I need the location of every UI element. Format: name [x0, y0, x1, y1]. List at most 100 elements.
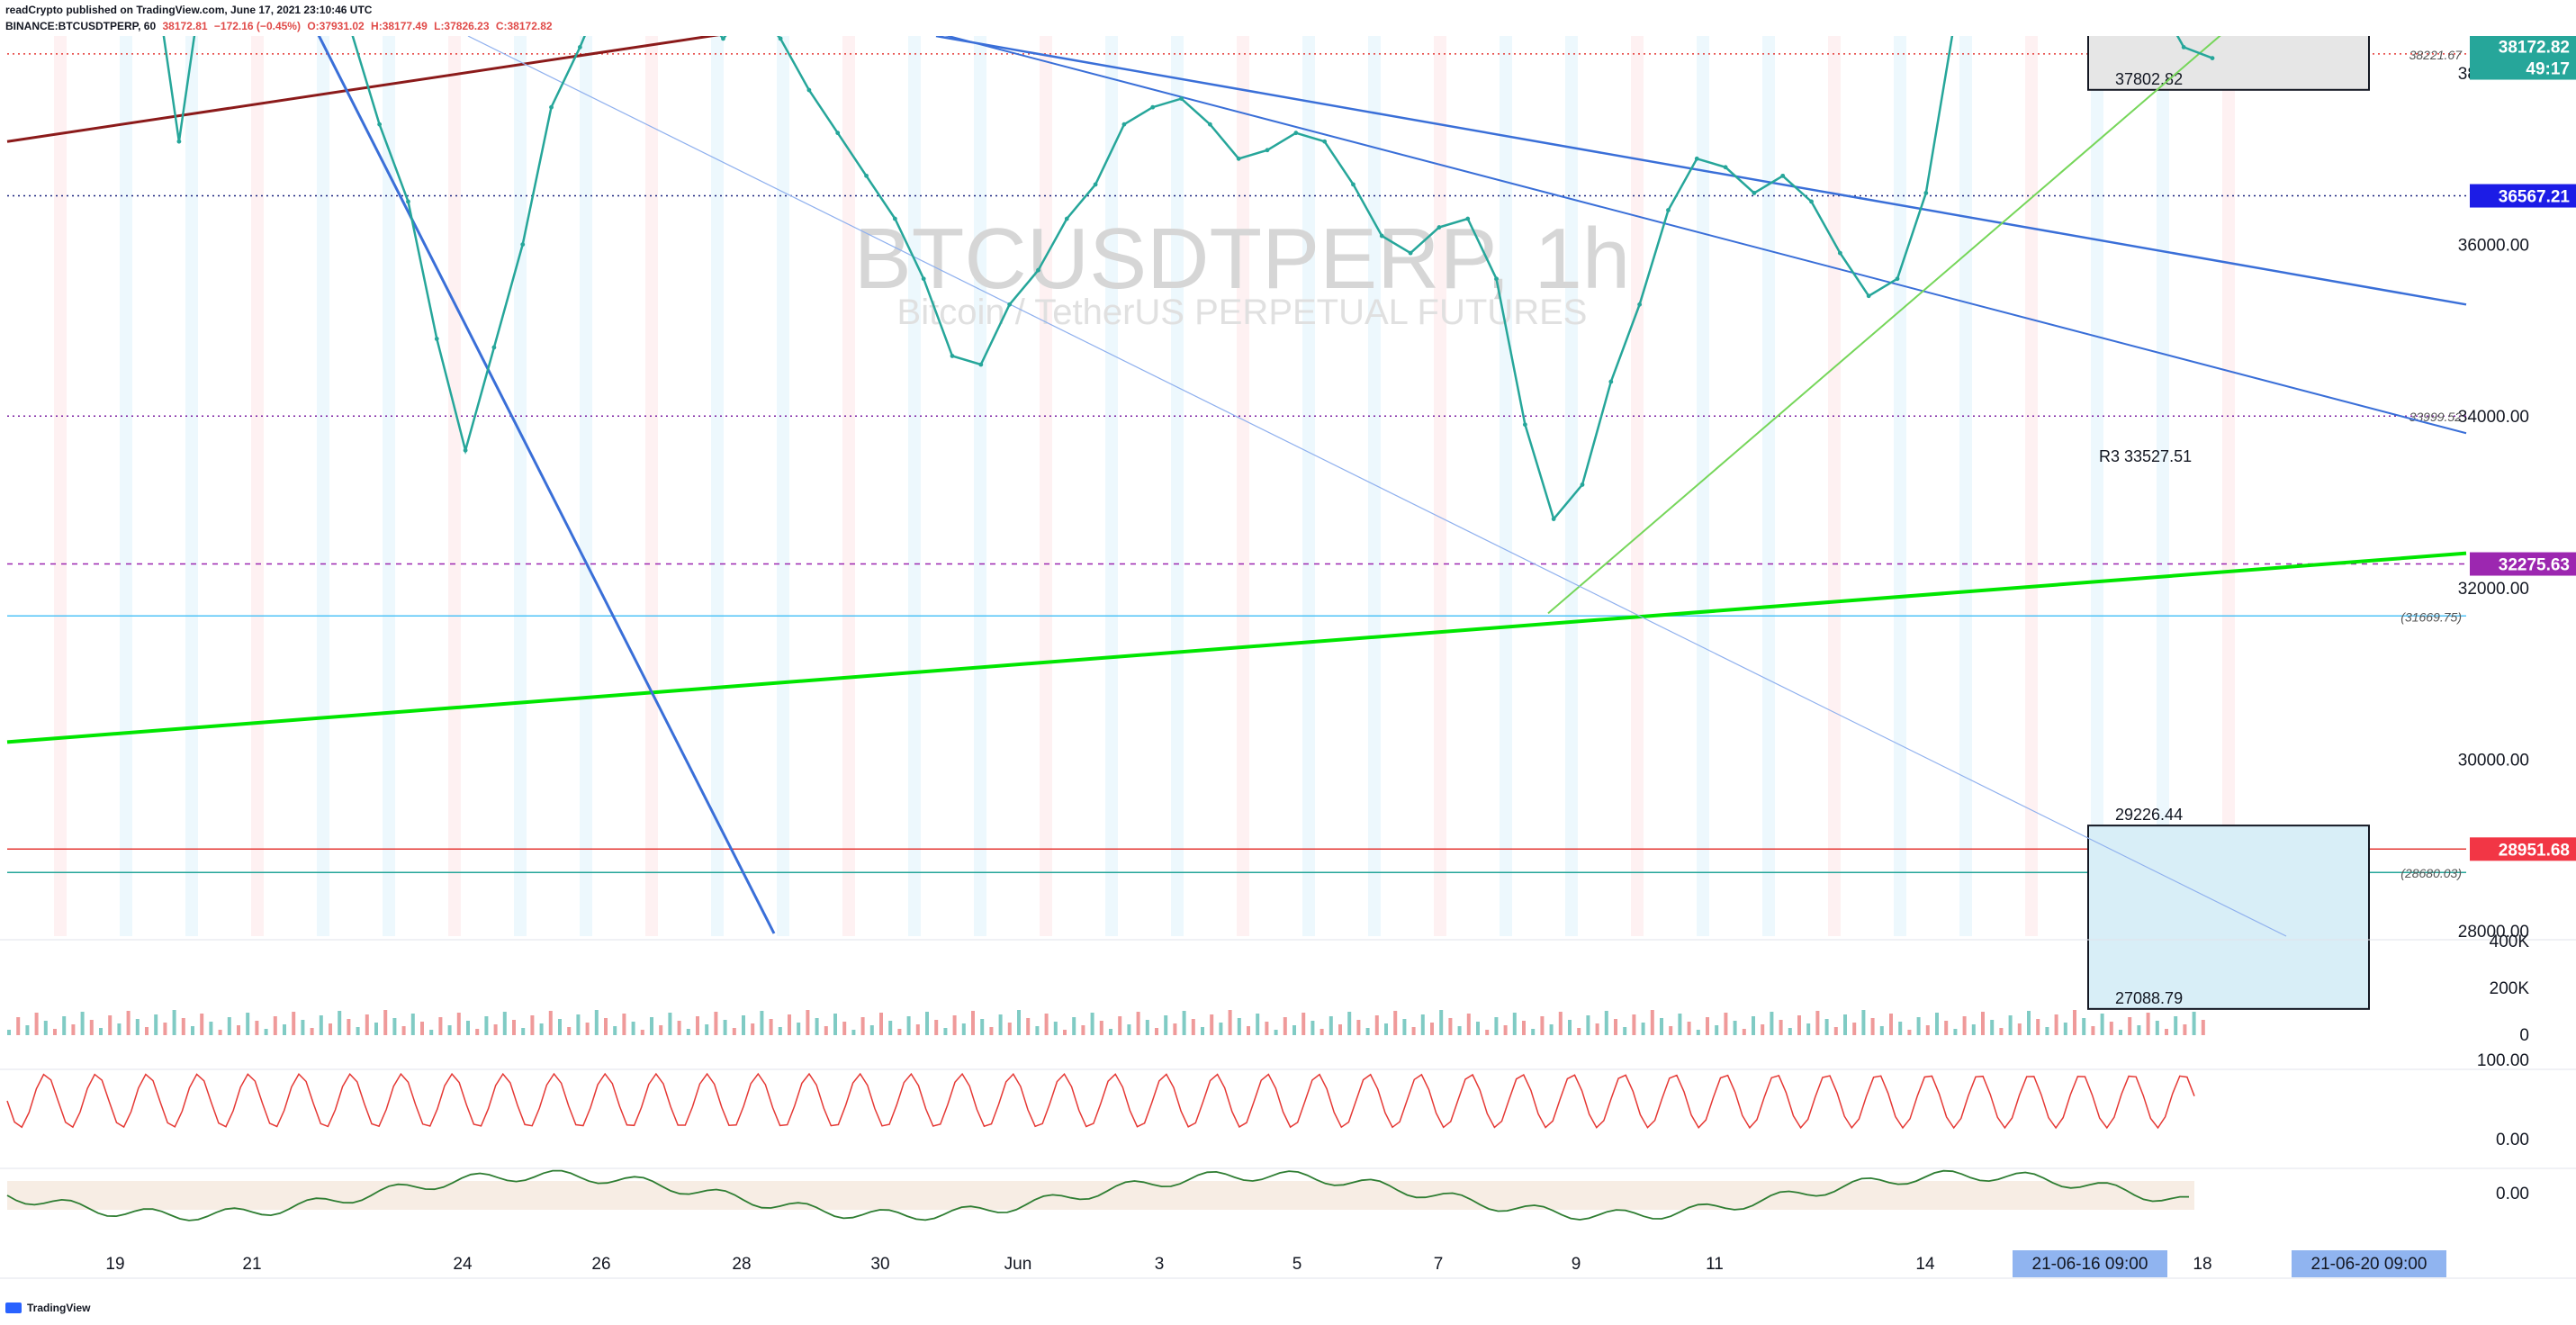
- volume-bar: [1678, 1014, 1682, 1035]
- volume-bar: [1411, 1027, 1416, 1035]
- volume-bar: [1660, 1018, 1663, 1035]
- session-stripe: [185, 36, 198, 936]
- volume-bar: [980, 1019, 985, 1035]
- volume-bar: [1365, 1028, 1370, 1035]
- price-point: [1522, 422, 1527, 428]
- time-highlight-label: 21-06-16 09:00: [2032, 1255, 2148, 1274]
- volume-bar: [723, 1020, 727, 1035]
- volume-bar: [1706, 1017, 1709, 1035]
- volume-bar: [2119, 1030, 2122, 1035]
- price-tick-label: 34000.00: [2458, 408, 2529, 427]
- osc1-tick-label: 0.00: [2496, 1131, 2529, 1149]
- price-point: [1465, 216, 1471, 221]
- volume-bar: [952, 1015, 957, 1035]
- volume-bar: [1935, 1013, 1939, 1035]
- volume-bar: [677, 1021, 681, 1035]
- price-level-label: (28680.03): [2400, 866, 2462, 880]
- last-price-text: 38172.81: [162, 20, 208, 32]
- volume-bar: [80, 1012, 85, 1035]
- volume-bar: [1191, 1019, 1195, 1035]
- volume-bar: [1338, 1024, 1342, 1035]
- volume-bar: [2017, 1023, 2022, 1035]
- volume-bar: [2054, 1014, 2058, 1035]
- volume-bar: [1687, 1022, 1691, 1035]
- volume-bar: [714, 1012, 718, 1035]
- volume-bar: [797, 1023, 801, 1035]
- volume-bar: [1219, 1023, 1223, 1035]
- volume-bar: [1852, 1023, 1857, 1035]
- volume-bar: [1182, 1011, 1186, 1035]
- time-tick-label: 28: [732, 1255, 751, 1274]
- volume-bar: [2165, 1029, 2168, 1035]
- time-tick-label: 26: [591, 1255, 610, 1274]
- time-highlight-label: 21-06-20 09:00: [2311, 1255, 2427, 1274]
- volume-bar: [888, 1021, 893, 1035]
- session-stripe: [2091, 36, 2103, 936]
- volume-bar: [1797, 1015, 1801, 1035]
- volume-bar: [1420, 1014, 1425, 1035]
- volume-bar: [989, 1027, 994, 1035]
- price-level-label: 33999.52: [2409, 410, 2463, 424]
- volume-bar: [1044, 1014, 1049, 1035]
- price-level-badge: [2470, 184, 2576, 208]
- price-point: [377, 122, 383, 127]
- session-stripe: [645, 36, 658, 936]
- volume-bar: [869, 1025, 874, 1035]
- volume-bar: [237, 1025, 240, 1035]
- volume-bar: [2045, 1027, 2049, 1035]
- volume-bar: [2192, 1012, 2196, 1035]
- session-stripe: [1171, 36, 1184, 936]
- watermark-subtitle: Bitcoin / TetherUS PERPETUAL FUTURES: [897, 293, 1588, 332]
- price-point: [1322, 139, 1328, 144]
- volume-bar: [1990, 1020, 1995, 1035]
- volume-bar: [2027, 1011, 2031, 1035]
- price-point: [1551, 517, 1556, 521]
- price-point: [1379, 233, 1384, 239]
- price-point: [835, 131, 841, 136]
- volume-bar: [1476, 1022, 1480, 1035]
- volume-bar: [273, 1016, 277, 1035]
- volume-bar: [1439, 1010, 1444, 1035]
- volume-bar: [2201, 1020, 2205, 1035]
- high-text: H:38177.49: [371, 20, 428, 32]
- volume-bar: [934, 1020, 939, 1035]
- price-level-badge-label: 36567.21: [2499, 188, 2571, 207]
- volume-bar: [1815, 1011, 1820, 1035]
- time-tick-label: 9: [1572, 1255, 1581, 1274]
- volume-bar: [374, 1023, 378, 1035]
- volume-bar: [1779, 1020, 1783, 1035]
- volume-bar: [760, 1011, 764, 1035]
- close-text: C:38172.82: [495, 20, 553, 32]
- volume-bar: [1274, 1030, 1278, 1035]
- volume-bar: [1742, 1029, 1746, 1035]
- volume-bar: [1549, 1024, 1554, 1035]
- price-point: [406, 199, 410, 204]
- session-stripe: [1500, 36, 1512, 936]
- range-box-top-label: 29226.44: [2115, 806, 2183, 824]
- volume-bar: [329, 1023, 332, 1035]
- volume-bar: [1430, 1023, 1434, 1035]
- price-level-badge-label: 32275.63: [2499, 556, 2570, 575]
- volume-bar: [742, 1015, 745, 1035]
- price-point: [1666, 208, 1671, 212]
- price-range-box: [2087, 36, 2370, 91]
- volume-bar: [1402, 1019, 1407, 1035]
- price-point: [176, 139, 182, 144]
- volume-bar: [1347, 1012, 1352, 1035]
- price-line: [162, 36, 2213, 522]
- volume-bar: [1696, 1030, 1700, 1035]
- volume-bar: [2082, 1018, 2086, 1035]
- volume-bar: [576, 1014, 581, 1035]
- volume-bar: [209, 1022, 213, 1035]
- time-tick-label: Jun: [1004, 1255, 1032, 1274]
- session-stripe: [2222, 36, 2235, 936]
- volume-bar: [1063, 1030, 1067, 1035]
- session-stripe: [2025, 36, 2038, 936]
- volume-bar: [1907, 1030, 1912, 1035]
- price-point: [1694, 156, 1699, 161]
- volume-bar: [769, 1019, 773, 1035]
- volume-bar: [2091, 1026, 2095, 1035]
- range-box-bottom-label: 37802.82: [2115, 70, 2183, 88]
- symbol-name[interactable]: BINANCE:BTCUSDTPERP, 60: [5, 20, 157, 32]
